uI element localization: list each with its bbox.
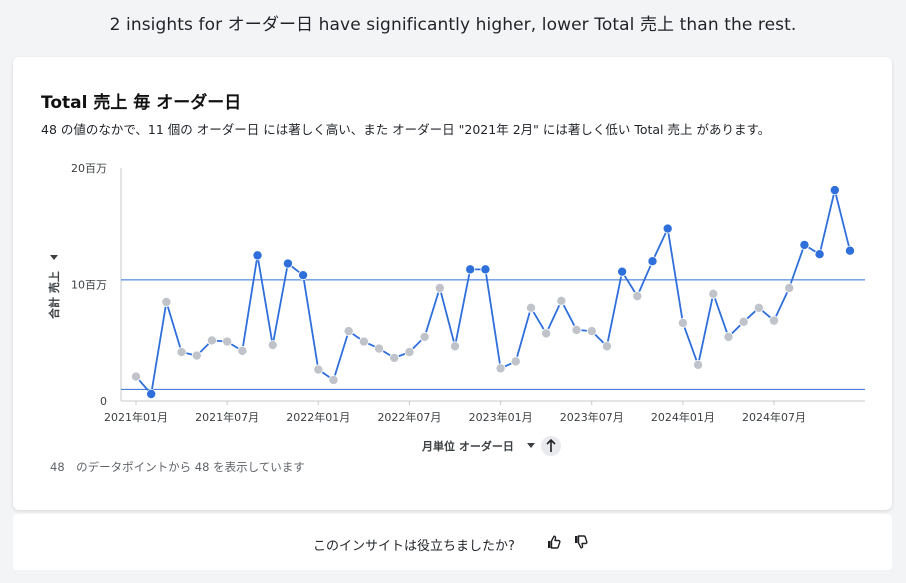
- data-point: [450, 341, 461, 352]
- data-point: [131, 371, 142, 382]
- data-point: [343, 326, 354, 337]
- x-axis-field-selector[interactable]: 月単位 オーダー日: [421, 439, 535, 453]
- data-point-highlighted: [146, 389, 157, 400]
- x-tick-label: 2024年01月: [651, 410, 715, 424]
- data-point: [571, 324, 582, 335]
- data-point: [313, 364, 324, 375]
- data-point-highlighted: [465, 264, 476, 275]
- insight-card: Total 売上 毎 オーダー日 48 の値のなかで、11 個の オーダー日 に…: [13, 57, 892, 510]
- data-point: [753, 302, 764, 313]
- series-line: [135, 189, 851, 395]
- data-point-highlighted: [829, 185, 840, 196]
- data-point-highlighted: [252, 250, 263, 261]
- data-point: [586, 326, 597, 337]
- data-point: [525, 302, 536, 313]
- data-point: [541, 328, 552, 339]
- data-point: [222, 336, 233, 347]
- data-point: [419, 331, 430, 342]
- data-point-highlighted: [799, 239, 810, 250]
- caret-down-icon: [50, 255, 58, 260]
- thumbs-up-icon: [548, 535, 561, 549]
- feedback-bar: このインサイトは役立ちましたか?: [13, 514, 892, 570]
- x-tick-label: 2021年07月: [195, 410, 259, 424]
- chart-area: 合計 売上 月単位 オーダー日 0 10百万 20百万 2021年01月 2021年07…: [13, 57, 892, 510]
- feedback-question: このインサイトは役立ちましたか?: [313, 539, 515, 554]
- data-point: [738, 316, 749, 327]
- data-point: [389, 352, 400, 363]
- data-point-highlighted: [480, 264, 491, 275]
- data-point: [237, 345, 248, 356]
- data-point-highlighted: [298, 270, 309, 281]
- data-point: [723, 331, 734, 342]
- data-point: [358, 336, 369, 347]
- data-point: [404, 347, 415, 358]
- y-tick-label: 20百万: [71, 162, 107, 175]
- x-tick-label: 2022年01月: [286, 410, 350, 424]
- data-point: [267, 340, 278, 351]
- y-tick-label: 0: [100, 395, 107, 408]
- x-tick-label: 2023年01月: [469, 410, 533, 424]
- caret-down-icon: [527, 443, 535, 448]
- x-tick-label: 2024年07月: [742, 410, 806, 424]
- data-point-highlighted: [282, 258, 293, 269]
- x-tick-label: 2022年07月: [377, 410, 441, 424]
- chart-title: Total 売上 毎 オーダー日: [41, 93, 242, 113]
- data-point-highlighted: [662, 223, 673, 234]
- data-point: [374, 343, 385, 354]
- x-tick-label: 2021年01月: [104, 410, 168, 424]
- data-point: [708, 288, 719, 299]
- data-point-highlighted: [845, 245, 856, 256]
- data-point: [510, 356, 521, 367]
- thumbs-down-button[interactable]: [570, 531, 592, 553]
- data-point-highlighted: [647, 256, 658, 267]
- data-point: [784, 282, 795, 293]
- data-point: [328, 375, 339, 386]
- data-point: [693, 359, 704, 370]
- datapoint-count-note: 48 のデータポイントから 48 を表示しています: [50, 460, 305, 474]
- data-point: [495, 363, 506, 374]
- y-axis-measure-selector[interactable]: 合計 売上: [47, 255, 61, 319]
- data-point-highlighted: [814, 249, 825, 260]
- y-tick-label: 10百万: [71, 279, 107, 292]
- data-point: [601, 341, 612, 352]
- data-point: [434, 282, 445, 293]
- data-point: [161, 296, 172, 307]
- data-point: [191, 350, 202, 361]
- line-chart: 合計 売上 月単位 オーダー日 0 10百万 20百万 2021年01月 2021年07…: [47, 162, 865, 456]
- data-point: [632, 291, 643, 302]
- chart-subtitle: 48 の値のなかで、11 個の オーダー日 には著しく高い、また オーダー日 "…: [41, 122, 771, 137]
- x-tick-label: 2023年07月: [560, 410, 624, 424]
- arrow-up-icon: [546, 438, 556, 452]
- thumbs-down-icon: [575, 535, 588, 549]
- data-point-highlighted: [617, 266, 628, 277]
- thumbs-up-button[interactable]: [543, 531, 565, 553]
- data-point: [677, 317, 688, 328]
- data-point: [769, 315, 780, 326]
- sort-ascending-button[interactable]: [541, 436, 561, 456]
- data-point: [556, 295, 567, 306]
- x-axis-label: 月単位 オーダー日: [421, 439, 514, 453]
- data-point: [176, 347, 187, 358]
- data-point: [206, 335, 217, 346]
- insight-headline: 2 insights for オーダー日 have significantly …: [109, 15, 797, 35]
- y-axis-label: 合計 売上: [47, 271, 61, 319]
